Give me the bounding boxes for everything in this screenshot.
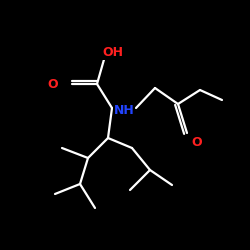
Text: O: O xyxy=(192,136,202,149)
Text: OH: OH xyxy=(102,46,124,59)
Text: NH: NH xyxy=(114,104,134,117)
Text: O: O xyxy=(48,78,58,90)
